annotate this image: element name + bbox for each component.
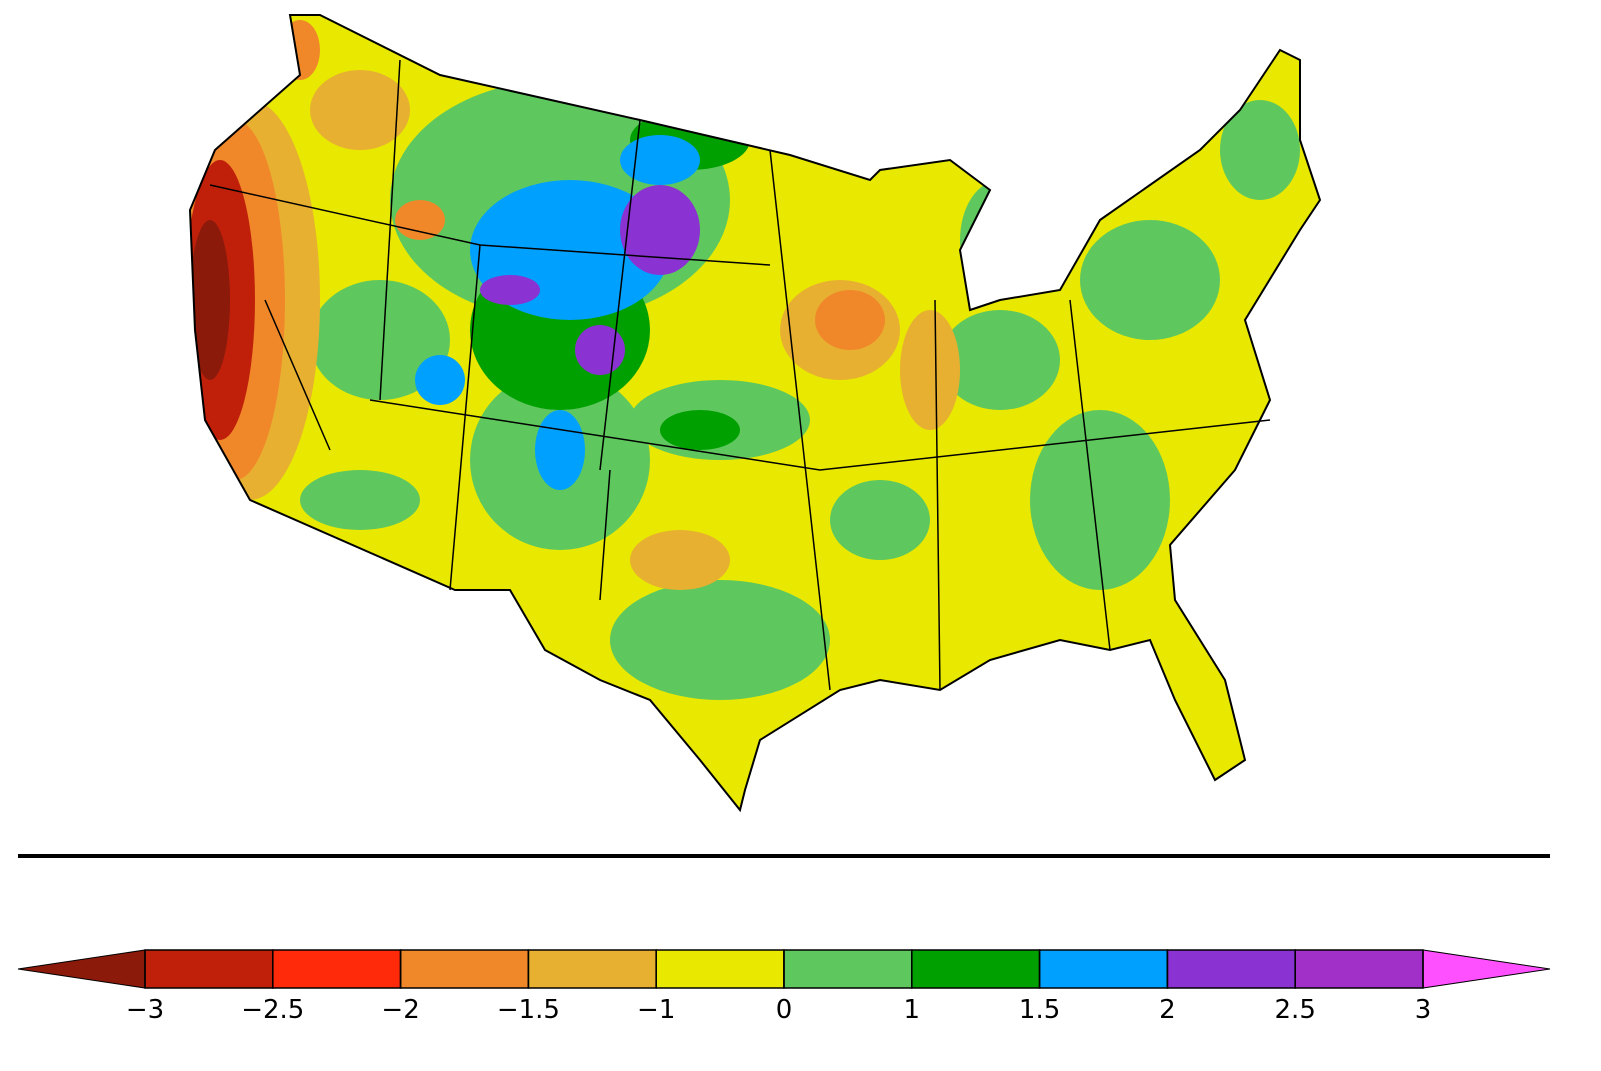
colorbar-tick-label: −2 xyxy=(381,995,419,1025)
colorbar-segment xyxy=(272,949,402,989)
colorbar-tick-label: 3 xyxy=(1415,995,1432,1025)
colorbar-under xyxy=(17,949,146,989)
colorbar-segment xyxy=(911,949,1041,989)
us-outline xyxy=(188,14,1322,813)
colorbar-tick-label: 2.5 xyxy=(1275,995,1316,1025)
colorbar: −3 −2.5 −2 −1.5 −1 0 1 1.5 2 2.5 3 xyxy=(17,949,1551,1025)
colorbar-segment xyxy=(783,949,913,989)
colorbar-tick-label: 2 xyxy=(1159,995,1176,1025)
colorbar-segment xyxy=(655,949,785,989)
colorbar-tick-label: −1.5 xyxy=(497,995,560,1025)
colorbar-segment xyxy=(527,949,657,989)
colorbar-segment xyxy=(1294,949,1424,989)
colorbar-segment xyxy=(399,949,530,989)
colorbar-tick-label: −2.5 xyxy=(241,995,304,1025)
colorbar-segment xyxy=(1038,949,1169,989)
dark-red-area xyxy=(190,220,230,380)
colorbar-tick-label: 1.5 xyxy=(1019,995,1060,1025)
colorbar-over xyxy=(1422,949,1551,989)
colorbar-tick-label: 1 xyxy=(904,995,921,1025)
colorbar-tick-label: −3 xyxy=(126,995,164,1025)
colorbar-tick-label: −1 xyxy=(637,995,675,1025)
state-borders xyxy=(209,59,1271,691)
colorbar-tick-label: 0 xyxy=(776,995,793,1025)
anomaly-field xyxy=(190,15,1320,810)
colorbar-segment xyxy=(144,949,274,989)
colorbar-segment xyxy=(1166,949,1296,989)
